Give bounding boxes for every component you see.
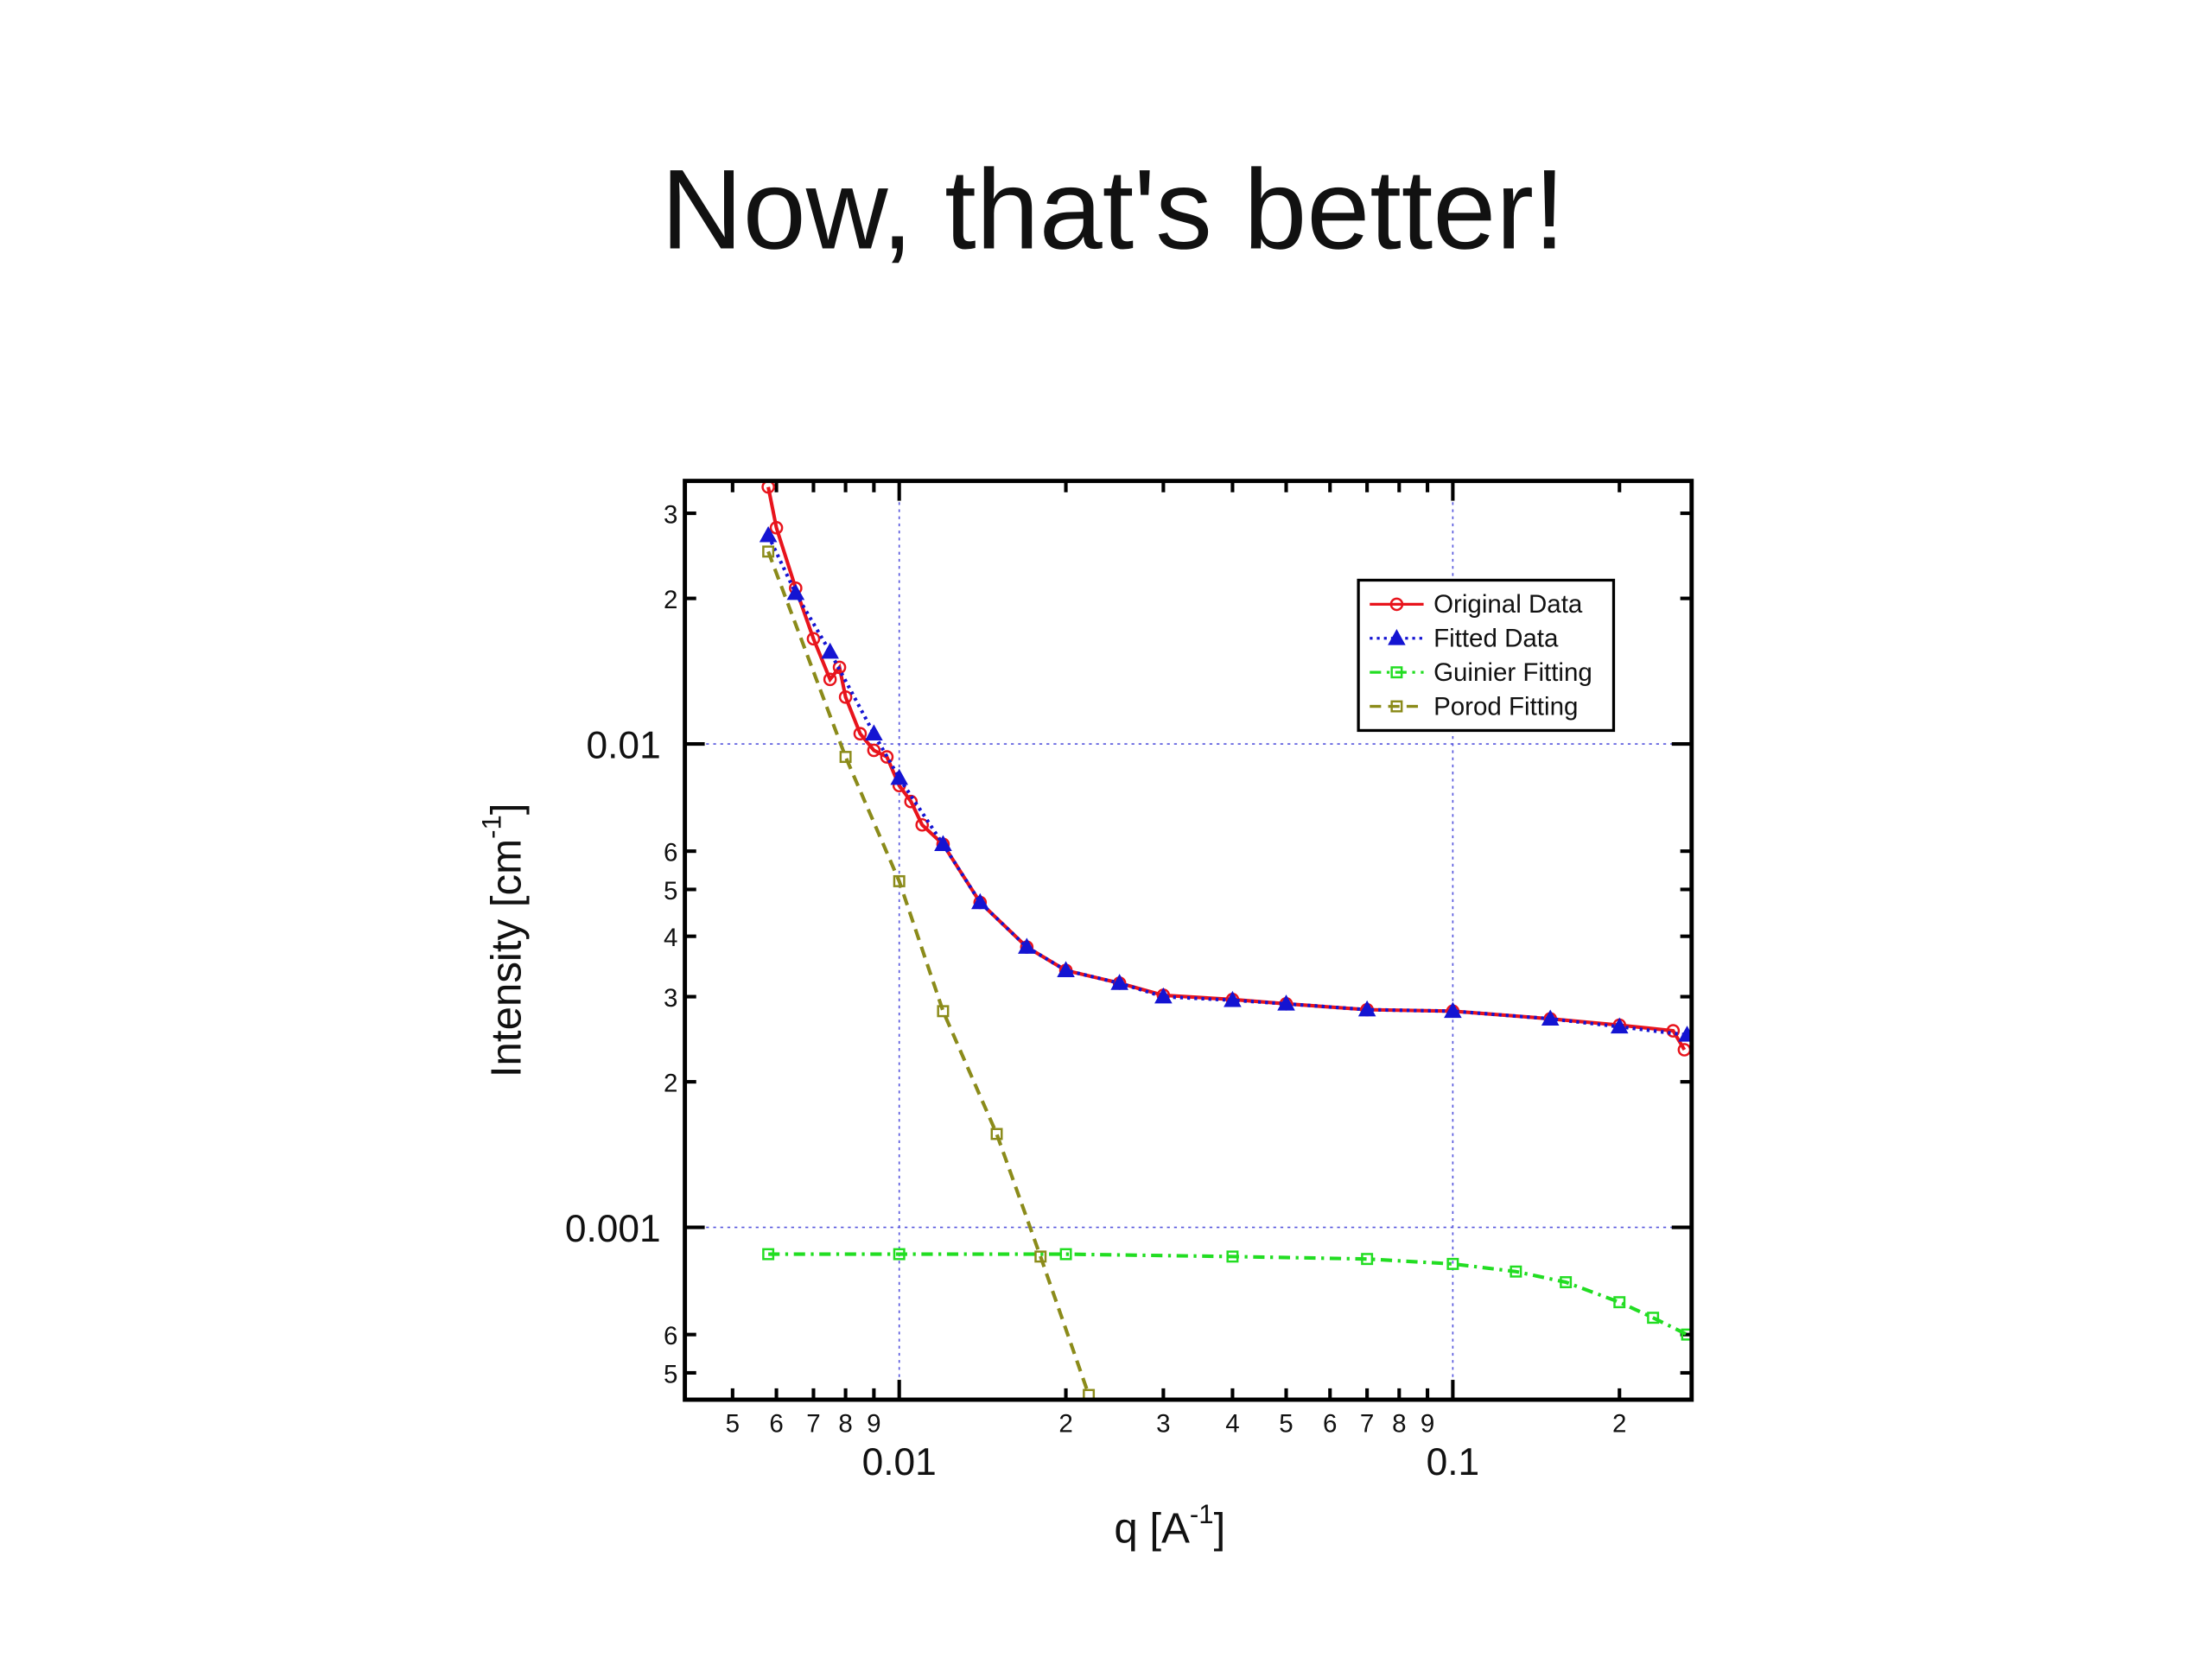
marker	[786, 583, 805, 600]
y-axis-label-sup: -1	[476, 815, 506, 839]
y-axis-label-text: Intensity [cm	[482, 839, 530, 1077]
legend-label: Porod Fitting	[1433, 692, 1578, 721]
x-tick-label: 9	[867, 1410, 880, 1439]
marker	[1034, 1250, 1047, 1263]
marker	[1059, 1248, 1072, 1261]
x-tick-label: 4	[1225, 1410, 1239, 1439]
marker	[762, 545, 775, 558]
series-line	[768, 1252, 1688, 1337]
x-tick-label: 5	[1279, 1410, 1293, 1439]
x-tick-label: 2	[1612, 1410, 1626, 1439]
y-tick-label: 5	[664, 877, 677, 905]
chart-title: Now, that's better!	[661, 146, 1566, 273]
x-tick-label: 8	[1392, 1410, 1406, 1439]
marker	[1277, 994, 1295, 1011]
x-tick-label: 9	[1421, 1410, 1434, 1439]
legend-label: Original Data	[1433, 590, 1583, 619]
marker	[1446, 1257, 1459, 1270]
y-tick-label: 3	[664, 501, 677, 530]
marker	[934, 835, 952, 851]
y-tick-label: 6	[664, 839, 677, 867]
marker	[1224, 990, 1242, 1007]
x-axis-label-end: ]	[1214, 1505, 1226, 1553]
marker	[759, 525, 778, 543]
x-tick-label: 7	[1360, 1410, 1374, 1439]
marker	[832, 660, 847, 675]
marker	[1057, 961, 1075, 977]
series-line	[766, 486, 1687, 1051]
y-tick-label: 6	[664, 1322, 677, 1350]
y-tick-label: 2	[664, 1070, 677, 1098]
marker	[1389, 597, 1404, 612]
y-tick-label: 0.01	[586, 724, 660, 766]
marker	[1388, 629, 1406, 645]
marker	[1018, 937, 1036, 954]
x-tick-label: 7	[806, 1410, 820, 1439]
marker	[1083, 1388, 1096, 1401]
y-tick-label: 0.001	[565, 1208, 661, 1250]
x-axis-label: q [A-1]	[1114, 1499, 1225, 1553]
marker	[769, 521, 784, 535]
marker	[1390, 666, 1403, 679]
marker	[1647, 1312, 1660, 1324]
y-tick-label: 3	[664, 984, 677, 1013]
marker	[1390, 700, 1403, 713]
y-tick-label: 5	[664, 1360, 677, 1388]
marker	[1610, 1017, 1629, 1034]
marker	[1361, 1253, 1374, 1266]
y-tick-label: 4	[664, 924, 677, 952]
x-tick-label: 5	[726, 1410, 740, 1439]
marker	[867, 743, 881, 758]
marker	[823, 672, 837, 687]
marker	[1357, 1000, 1376, 1017]
marker	[1613, 1296, 1626, 1309]
marker	[1226, 1250, 1239, 1263]
marker	[865, 724, 883, 740]
legend-label: Guinier Fitting	[1433, 658, 1592, 687]
marker	[915, 817, 930, 832]
series-line	[766, 534, 1688, 1037]
x-tick-label: 6	[769, 1410, 783, 1439]
marker	[893, 874, 906, 887]
marker	[1681, 1328, 1692, 1341]
x-tick-label: 6	[1323, 1410, 1337, 1439]
x-tick-label: 8	[838, 1410, 852, 1439]
x-axis-label-text: q [A	[1114, 1505, 1190, 1553]
marker	[937, 1005, 950, 1018]
marker	[853, 727, 868, 740]
marker	[880, 750, 894, 764]
y-tick-label: 2	[664, 586, 677, 614]
marker	[839, 751, 852, 764]
y-axis-label: Intensity [cm-1]	[476, 803, 530, 1077]
marker	[806, 632, 821, 646]
y-axis-label-end: ]	[482, 803, 530, 815]
marker	[1154, 987, 1173, 1004]
marker	[990, 1128, 1003, 1140]
x-tick-label: 3	[1156, 1410, 1170, 1439]
marker	[1444, 1001, 1462, 1019]
marker	[1110, 974, 1128, 990]
marker	[821, 642, 839, 659]
marker	[762, 1248, 775, 1261]
marker	[1560, 1276, 1573, 1289]
x-tick-label: 0.1	[1427, 1441, 1480, 1483]
marker	[971, 893, 989, 910]
plot-area	[759, 480, 1692, 1401]
marker	[1666, 1024, 1681, 1038]
x-tick-label: 2	[1058, 1410, 1072, 1439]
marker	[893, 1248, 906, 1261]
legend-label: Fitted Data	[1433, 625, 1559, 653]
x-axis-label-sup: -1	[1190, 1499, 1214, 1529]
marker	[838, 690, 853, 704]
marker	[1510, 1265, 1522, 1278]
marker	[890, 768, 908, 785]
x-tick-label: 0.01	[862, 1441, 937, 1483]
series-line	[766, 550, 1091, 1396]
plot-frame	[683, 479, 1694, 1402]
marker	[1541, 1009, 1560, 1026]
